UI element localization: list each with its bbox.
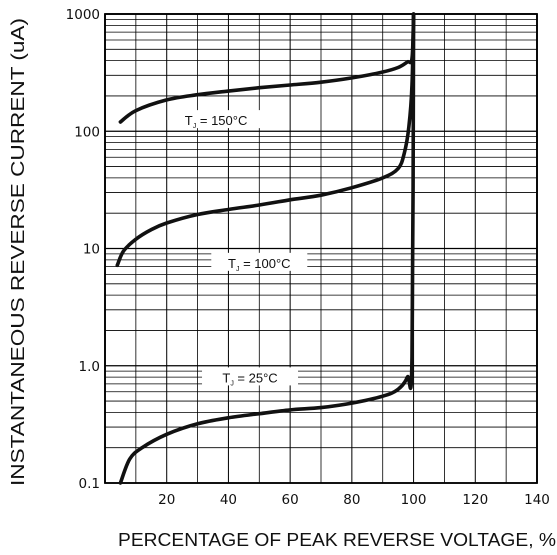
x-tick-label: 40 bbox=[220, 492, 237, 508]
y-tick-label: 100 bbox=[74, 124, 100, 140]
series-line bbox=[117, 14, 413, 265]
x-tick-label: 20 bbox=[158, 492, 175, 508]
x-tick-label: 100 bbox=[401, 492, 427, 508]
y-tick-label: 10 bbox=[83, 242, 100, 258]
y-tick-label: 1000 bbox=[66, 7, 100, 23]
x-tick-label: 140 bbox=[524, 492, 550, 508]
x-tick-label: 80 bbox=[343, 492, 360, 508]
x-axis-title: PERCENTAGE OF PEAK REVERSE VOLTAGE, % bbox=[118, 530, 556, 550]
y-tick-label: 1.0 bbox=[79, 359, 100, 375]
y-axis-title: INSTANTANEOUS REVERSE CURRENT (uA) bbox=[8, 18, 28, 486]
x-tick-label: 60 bbox=[282, 492, 299, 508]
y-tick-label: 0.1 bbox=[79, 476, 100, 492]
x-tick-label: 120 bbox=[462, 492, 488, 508]
series-line bbox=[120, 14, 413, 122]
chart-grid bbox=[105, 14, 537, 483]
